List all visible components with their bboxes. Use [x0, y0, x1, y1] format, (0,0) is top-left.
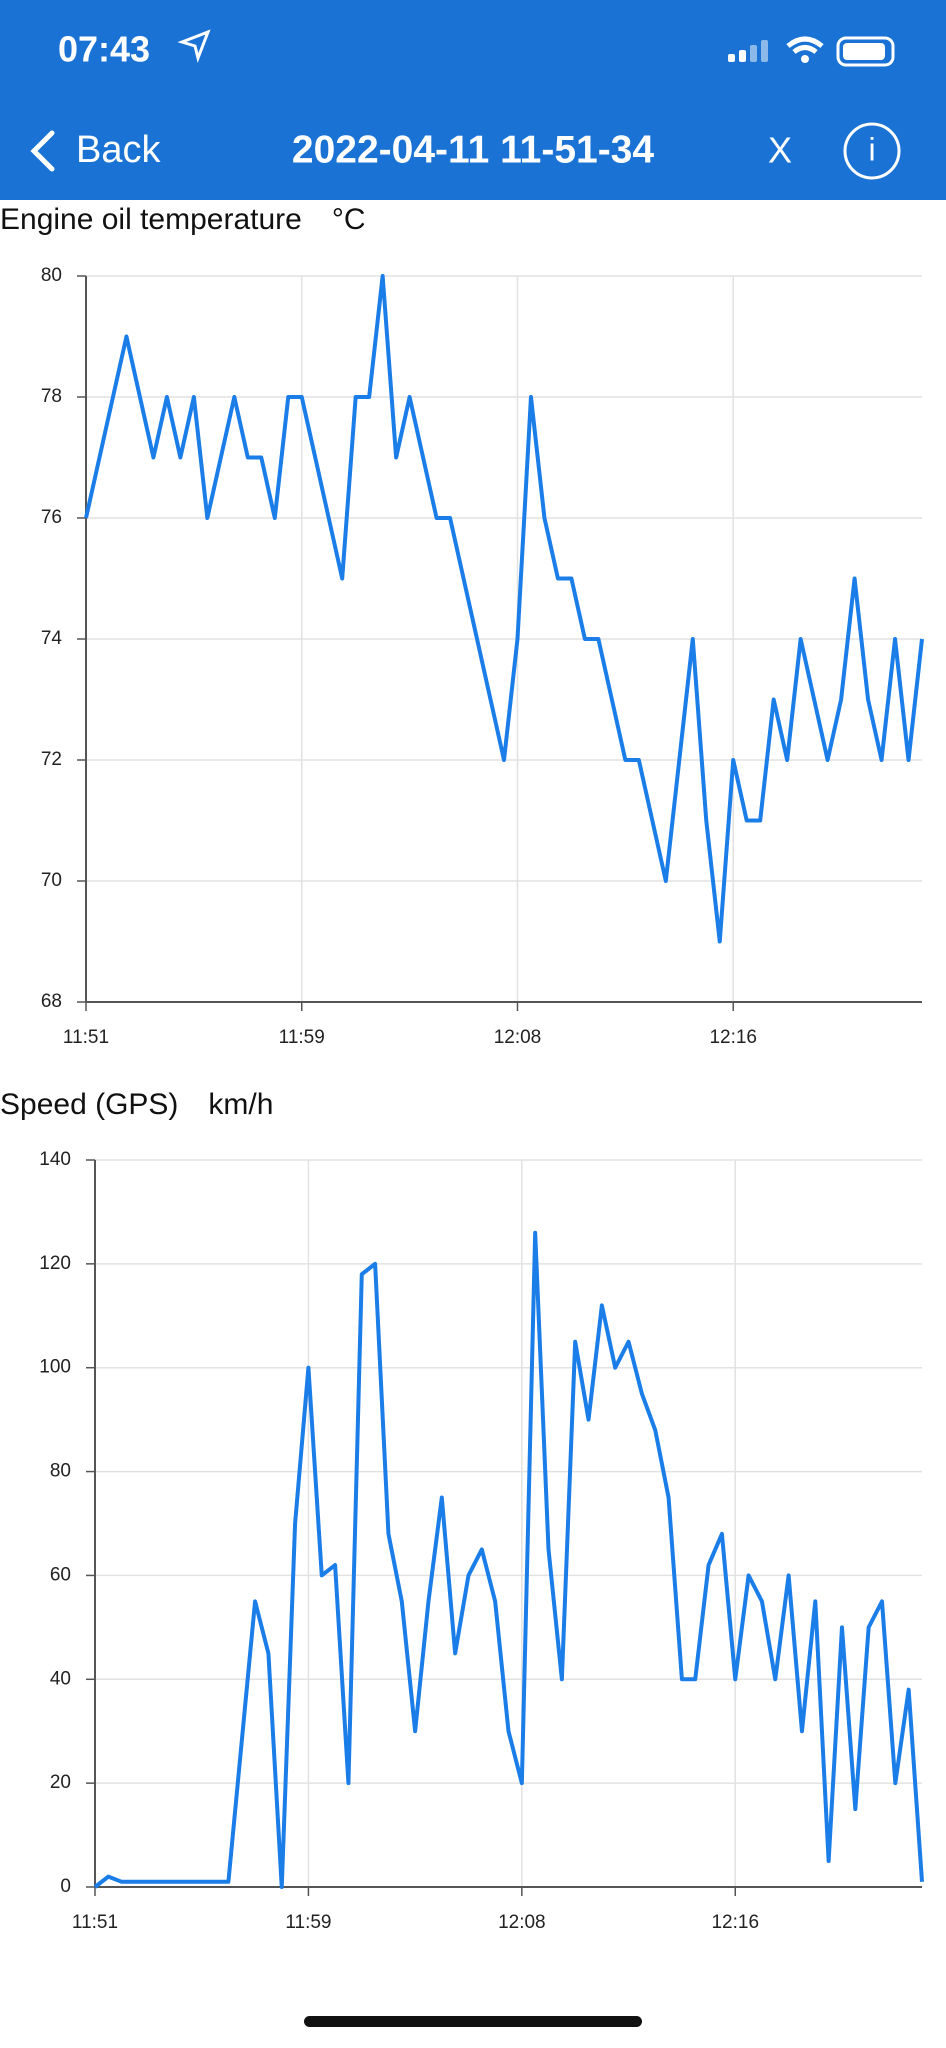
back-button[interactable]: Back — [76, 129, 161, 171]
x-tick-label: 12:08 — [498, 1912, 546, 1933]
y-tick-label: 100 — [39, 1357, 71, 1378]
x-tick-label: 11:59 — [285, 1912, 331, 1933]
nav-title: 2022-04-11 11-51-34 — [292, 128, 654, 171]
chart-unit: km/h — [208, 1088, 273, 1121]
info-circle[interactable] — [843, 122, 901, 180]
y-tick-label: 76 — [41, 507, 62, 528]
status-time: 07:43 — [58, 29, 150, 70]
y-tick-label: 80 — [41, 265, 62, 286]
battery-icon — [836, 36, 895, 67]
x-tick-label: 12:08 — [494, 1027, 542, 1048]
y-tick-label: 60 — [50, 1564, 71, 1585]
y-tick-label: 40 — [50, 1668, 71, 1689]
data-line — [93, 1230, 924, 1889]
wifi-icon — [786, 36, 824, 55]
x-tick-label: 12:16 — [709, 1027, 757, 1048]
battery-level — [843, 43, 885, 60]
y-tick-label: 0 — [60, 1876, 71, 1897]
x-tick-label: 12:16 — [711, 1912, 759, 1933]
back-chevron[interactable] — [30, 130, 55, 172]
chart-unit: °C — [332, 203, 366, 236]
y-tick-label: 74 — [41, 628, 63, 649]
x-tick-label: 11:59 — [279, 1027, 325, 1048]
chart-title: Speed (GPS) — [0, 1088, 178, 1121]
home-indicator — [304, 2016, 642, 2027]
data-line — [84, 274, 924, 944]
x-tick-label: 11:51 — [72, 1912, 118, 1933]
close-button[interactable]: X — [768, 130, 792, 171]
y-tick-label: 72 — [41, 749, 62, 770]
header-bg — [0, 0, 946, 200]
x-tick-label: 11:51 — [63, 1027, 109, 1048]
y-tick-label: 78 — [41, 386, 62, 407]
chart-title: Engine oil temperature — [0, 203, 302, 236]
location-icon — [177, 29, 211, 63]
y-tick-label: 68 — [41, 991, 62, 1012]
y-tick-label: 70 — [41, 870, 62, 891]
info-button[interactable]: i — [868, 131, 875, 167]
signal-icon — [728, 40, 768, 62]
y-tick-label: 140 — [39, 1149, 71, 1170]
wifi-dot — [801, 55, 809, 63]
y-tick-label: 120 — [39, 1253, 71, 1274]
y-tick-label: 80 — [50, 1461, 71, 1482]
y-tick-label: 20 — [50, 1772, 71, 1793]
